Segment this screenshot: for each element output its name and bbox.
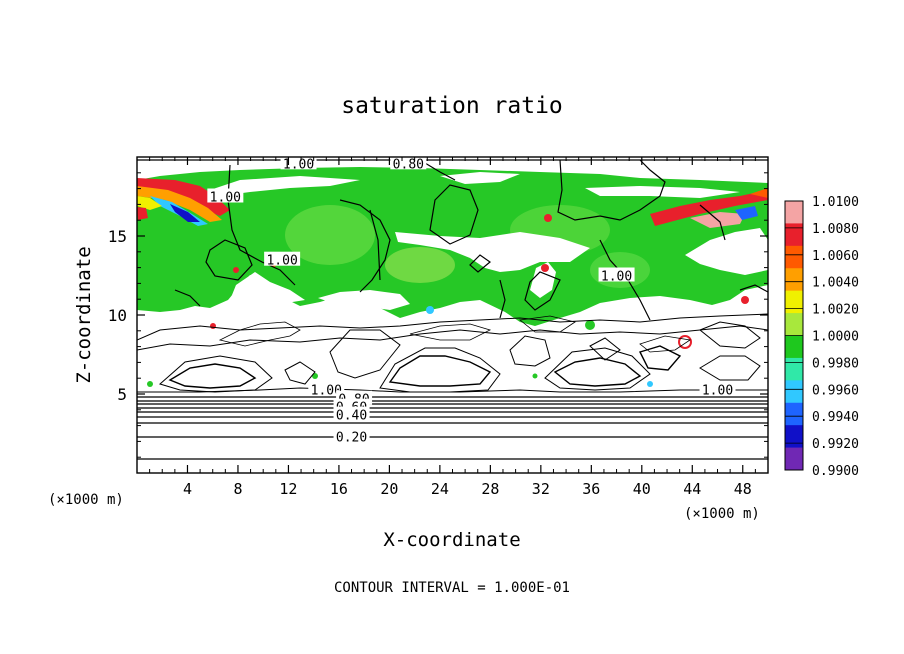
x-tick-label: 32 [532,480,550,498]
contour-label-bg [598,267,635,282]
colorbar-label: 0.9980 [812,356,859,371]
contour-label: 0.20 [336,431,367,446]
colorbar-swatch [785,268,803,292]
contour-label: 1.00 [311,383,342,398]
y-tick-label: 5 [117,385,127,404]
y-tick-label: 10 [108,306,127,325]
colorbar-label: 1.0040 [812,276,859,291]
contour-label-bg [333,406,370,421]
colorbar-label: 0.9940 [812,410,859,425]
contour-label-bg [207,188,244,203]
contour-label: 1.00 [283,157,314,172]
contour-label-bg [333,428,370,443]
contour-interval-note: CONTOUR INTERVAL = 1.000E-01 [334,580,570,596]
colorbar-swatch [785,447,803,471]
x-tick-label: 28 [481,480,499,498]
colorbar-label: 0.9900 [812,464,859,479]
colorbar-swatch [785,313,803,336]
contour-label: 0.40 [336,409,367,424]
colorbar-label: 1.0060 [812,249,859,264]
contour-label-bg [264,251,301,266]
x-axis: 4 8 12 16 20 24 28 32 36 40 44 48 [149,157,756,498]
x-tick-label: 8 [233,480,242,498]
contour-label-bg [390,157,427,170]
colorbar-label: 0.9960 [812,383,859,398]
x-tick-label: 48 [734,480,752,498]
x-tick-label: 20 [380,480,398,498]
colorbar-label: 1.0000 [812,330,859,345]
colorbar-swatch [785,245,803,269]
x-tick-label: 40 [633,480,651,498]
colorbar-label: 1.0080 [812,222,859,237]
colorbar-swatch [785,201,803,224]
contour-label: 1.00 [702,383,733,398]
chart-title: saturation ratio [341,93,563,119]
x-tick-label: 36 [582,480,600,498]
y-axis-title: Z-coordinate [73,246,95,383]
x-tick-label: 12 [279,480,297,498]
contour-label: 1.00 [601,270,632,285]
x-tick-label: 16 [330,480,348,498]
contour-label: 1.00 [266,254,297,269]
x-tick-label: 24 [431,480,449,498]
contour-label-bg [308,381,345,396]
plot-area: 1.000.801.001.001.001.000.800.600.400.20… [137,157,768,473]
x-tick-label: 4 [183,480,192,498]
colorbar-label: 1.0020 [812,303,859,318]
contour-label-bg [699,381,736,396]
colorbar-swatch [785,425,803,449]
y-axis: 5 10 15 [108,172,768,458]
x-tick-label: 44 [683,480,701,498]
x-unit-left: (×1000 m) [48,492,124,508]
colorbar-swatch [785,223,803,247]
colorbar-label: 1.0100 [812,195,859,210]
colorbar-swatch [785,335,803,359]
contour-labels: 1.000.801.001.001.001.000.800.600.400.20… [207,157,736,446]
colorbar: 1.0100 1.0080 1.0060 1.0040 1.0020 1.0000 0.99… [784,195,859,479]
contour-label: 0.80 [393,157,424,172]
colorbar-swatch [785,290,803,314]
y-tick-label: 15 [108,227,127,246]
x-axis-title: X-coordinate [383,529,520,551]
colorbar-swatch [785,402,803,426]
x-unit-right: (×1000 m) [684,506,760,522]
colorbar-label: 0.9920 [812,437,859,452]
contour-label: 1.00 [210,191,241,206]
contour-label-bg [280,157,317,170]
colorbar-swatch [785,357,803,381]
colorbar-swatch [785,380,803,404]
